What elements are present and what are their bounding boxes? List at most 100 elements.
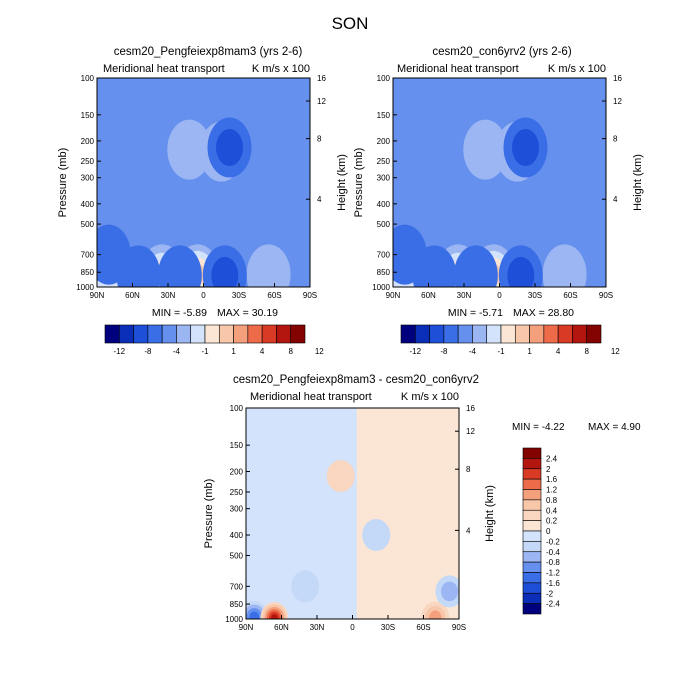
x-tick-label: 30S	[528, 291, 542, 300]
y-tick-label: 150	[377, 111, 391, 120]
panel-2-plot	[393, 78, 606, 287]
colorbar-swatch	[190, 324, 206, 344]
contour-blob-8-level-1	[507, 256, 535, 287]
contour-blob-6-level-0	[326, 460, 355, 492]
panel-2-subtitle-left: Meridional heat transport	[397, 63, 519, 75]
colorbar-swatch	[522, 489, 542, 501]
colorbar-swatch	[104, 324, 120, 344]
panel-1-plot	[97, 78, 310, 287]
panel-2-ylabel-right: Height (km)	[632, 154, 644, 211]
colorbar-swatch	[522, 551, 542, 563]
colorbar-label: -0.2	[546, 537, 560, 546]
contour-blob-9-level-0	[157, 245, 202, 287]
colorbar-label: 1	[231, 347, 236, 356]
colorbar-label: 2.4	[546, 454, 558, 463]
panel-1-ylabel: Pressure (mb)	[57, 148, 69, 218]
colorbar-swatch	[522, 509, 542, 521]
colorbar-label: 0.4	[546, 506, 558, 515]
y-tick-label: 200	[81, 137, 95, 146]
colorbar-swatch	[147, 324, 163, 344]
panel-1-subtitle-right: K m/s x 100	[252, 63, 310, 75]
y-tick-label: 1000	[225, 615, 243, 624]
y2-tick-label: 16	[317, 74, 326, 83]
colorbar-swatch	[586, 324, 602, 344]
colorbar-swatch	[118, 324, 134, 344]
colorbar-swatch	[443, 324, 459, 344]
x-tick-label: 90N	[90, 291, 105, 300]
y-tick-label: 250	[230, 488, 244, 497]
contour-blob-8-level-1	[211, 256, 239, 287]
y-tick-label: 300	[230, 505, 244, 514]
colorbar-label: 1.2	[546, 486, 558, 495]
contour-blob-4-level-0	[291, 570, 320, 603]
contour-blob-1-level-5	[271, 614, 278, 619]
panel-2-max-label: MAX = 28.80	[513, 307, 574, 319]
x-tick-label: 30S	[381, 623, 395, 632]
colorbar-label: -12	[410, 347, 422, 356]
x-tick-label: 90S	[452, 623, 466, 632]
contour-blob-11-level-0	[393, 224, 427, 285]
colorbar-label: 12	[315, 347, 324, 356]
colorbar-swatch	[233, 324, 249, 344]
colorbar-swatch	[522, 592, 542, 604]
panel-1-axes: 90N 60N 30N 0 30S 60S 90S 100 150 200 250 300 400 500…	[76, 74, 326, 300]
panel-3-max-label: MAX = 4.90	[588, 422, 641, 433]
colorbar-label: -2.4	[546, 600, 560, 609]
panel-3-colorbar: 2.4 21.6 1.20.80.4 0.20-0.2 -0.4-0.8 -1.2-1.6…	[522, 447, 560, 615]
y-tick-label: 100	[377, 74, 391, 83]
colorbar-swatch	[457, 324, 473, 344]
y-tick-label: 250	[377, 157, 391, 166]
contour-blob-0-level-3	[249, 611, 260, 619]
panel-3-ylabel-right: Height (km)	[484, 485, 496, 542]
colorbar-label: -4	[173, 347, 181, 356]
x-tick-label: 60S	[416, 623, 430, 632]
y-tick-label: 1000	[76, 283, 94, 292]
panel-2-ylabel: Pressure (mb)	[353, 148, 365, 218]
colorbar-label: 2	[546, 465, 551, 474]
x-tick-label: 90S	[599, 291, 613, 300]
x-tick-label: 90N	[386, 291, 401, 300]
panel-1-max-label: MAX = 30.19	[217, 307, 278, 319]
colorbar-swatch	[522, 499, 542, 511]
colorbar-label: 8	[584, 347, 589, 356]
y2-tick-label: 8	[317, 135, 322, 144]
x-tick-label: 30N	[161, 291, 176, 300]
y-tick-label: 200	[230, 468, 244, 477]
panel-1-ylabel-right: Height (km)	[336, 154, 348, 211]
x-tick-label: 60N	[274, 623, 289, 632]
panel-3-subtitle-right: K m/s x 100	[401, 391, 459, 403]
colorbar-label: -1	[497, 347, 505, 356]
panel-2: cesm20_con6yrv2 (yrs 2-6) Meridional hea…	[353, 46, 644, 356]
contour-blob-2-level-2	[429, 610, 442, 619]
y-tick-label: 100	[230, 404, 244, 413]
y2-tick-label: 16	[466, 404, 475, 413]
x-tick-label: 0	[201, 291, 206, 300]
contour-blob-4-level-0	[463, 119, 508, 180]
colorbar-swatch	[500, 324, 516, 344]
colorbar-swatch	[522, 458, 542, 470]
colorbar-label: 4	[260, 347, 265, 356]
contour-blob-11-level-0	[97, 224, 131, 285]
x-tick-label: 60N	[421, 291, 436, 300]
colorbar-swatch	[472, 324, 488, 344]
colorbar-label: -1	[201, 347, 209, 356]
x-tick-label: 60S	[563, 291, 577, 300]
y-tick-label: 700	[81, 251, 95, 260]
y2-tick-label: 12	[613, 97, 622, 106]
y-tick-label: 500	[81, 220, 95, 229]
panel-3-title: cesm20_Pengfeiexp8mam3 - cesm20_con6yrv2	[233, 374, 479, 386]
panel-3-plot	[246, 408, 459, 619]
panel-2-title: cesm20_con6yrv2 (yrs 2-6)	[432, 46, 571, 58]
y-tick-label: 1000	[372, 283, 390, 292]
y-tick-label: 150	[230, 441, 244, 450]
panel-2-axes: 90N 60N 30N 0 30S 60S 90S 100 150 200 250 300 400 500…	[372, 74, 622, 300]
colorbar-swatch	[522, 603, 542, 615]
colorbar-swatch	[204, 324, 220, 344]
x-tick-label: 30S	[232, 291, 246, 300]
colorbar-swatch	[400, 324, 416, 344]
colorbar-swatch	[247, 324, 263, 344]
y2-tick-label: 8	[613, 135, 618, 144]
panel-2-subtitle-right: K m/s x 100	[548, 63, 606, 75]
contour-blob-7-level-0	[246, 244, 291, 287]
